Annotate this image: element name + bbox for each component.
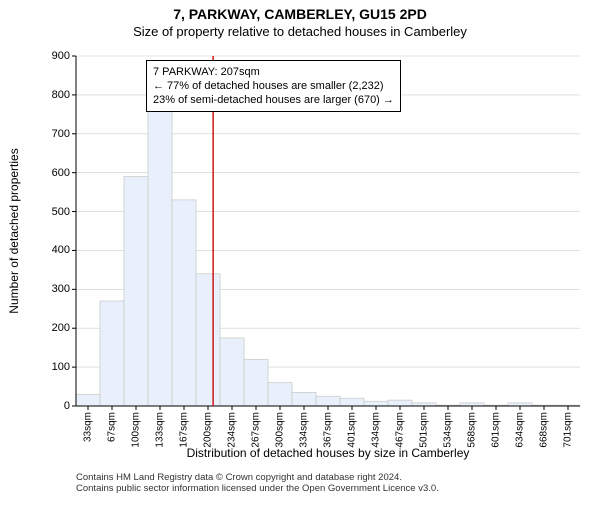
ytick-label: 100 [30, 361, 70, 373]
chart-title-main: 7, PARKWAY, CAMBERLEY, GU15 2PD [0, 6, 600, 22]
xtick-label: 133sqm [155, 412, 166, 448]
xtick-label: 167sqm [179, 412, 190, 448]
ytick-label: 600 [30, 167, 70, 179]
ytick-label: 800 [30, 89, 70, 101]
ytick-label: 500 [30, 206, 70, 218]
chart-area: 7 PARKWAY: 207sqm ← 77% of detached hous… [76, 56, 580, 406]
footnote-line-2: Contains public sector information licen… [76, 483, 439, 494]
xtick-label: 401sqm [347, 412, 358, 448]
footnote-line-1: Contains HM Land Registry data © Crown c… [76, 472, 439, 483]
xtick-label: 701sqm [563, 412, 574, 448]
xtick-label: 434sqm [371, 412, 382, 448]
xtick-label: 467sqm [395, 412, 406, 448]
xtick-label: 234sqm [227, 412, 238, 448]
chart-container: 7, PARKWAY, CAMBERLEY, GU15 2PD Size of … [0, 6, 600, 506]
xtick-label: 601sqm [491, 412, 502, 448]
ytick-label: 300 [30, 283, 70, 295]
xtick-label: 534sqm [443, 412, 454, 448]
annotation-box: 7 PARKWAY: 207sqm ← 77% of detached hous… [146, 60, 401, 112]
annotation-line-1: 7 PARKWAY: 207sqm [153, 65, 394, 79]
xtick-label: 67sqm [107, 412, 118, 442]
y-axis-label: Number of detached properties [7, 148, 21, 313]
xtick-label: 568sqm [467, 412, 478, 448]
annotation-line-2: ← 77% of detached houses are smaller (2,… [153, 79, 394, 93]
xtick-label: 300sqm [275, 412, 286, 448]
xtick-label: 267sqm [251, 412, 262, 448]
x-axis-label: Distribution of detached houses by size … [76, 446, 580, 460]
xtick-label: 33sqm [83, 412, 94, 442]
xtick-label: 668sqm [539, 412, 550, 448]
ytick-label: 0 [30, 400, 70, 412]
ytick-label: 900 [30, 50, 70, 62]
ytick-label: 400 [30, 244, 70, 256]
ytick-label: 700 [30, 128, 70, 140]
chart-title-sub: Size of property relative to detached ho… [0, 24, 600, 39]
xtick-label: 200sqm [203, 412, 214, 448]
ytick-label: 200 [30, 322, 70, 334]
xtick-label: 334sqm [299, 412, 310, 448]
xtick-label: 367sqm [323, 412, 334, 448]
annotation-line-3: 23% of semi-detached houses are larger (… [153, 93, 394, 107]
xtick-label: 501sqm [419, 412, 430, 448]
xtick-label: 100sqm [131, 412, 142, 448]
xtick-label: 634sqm [515, 412, 526, 448]
footnote: Contains HM Land Registry data © Crown c… [76, 472, 439, 494]
